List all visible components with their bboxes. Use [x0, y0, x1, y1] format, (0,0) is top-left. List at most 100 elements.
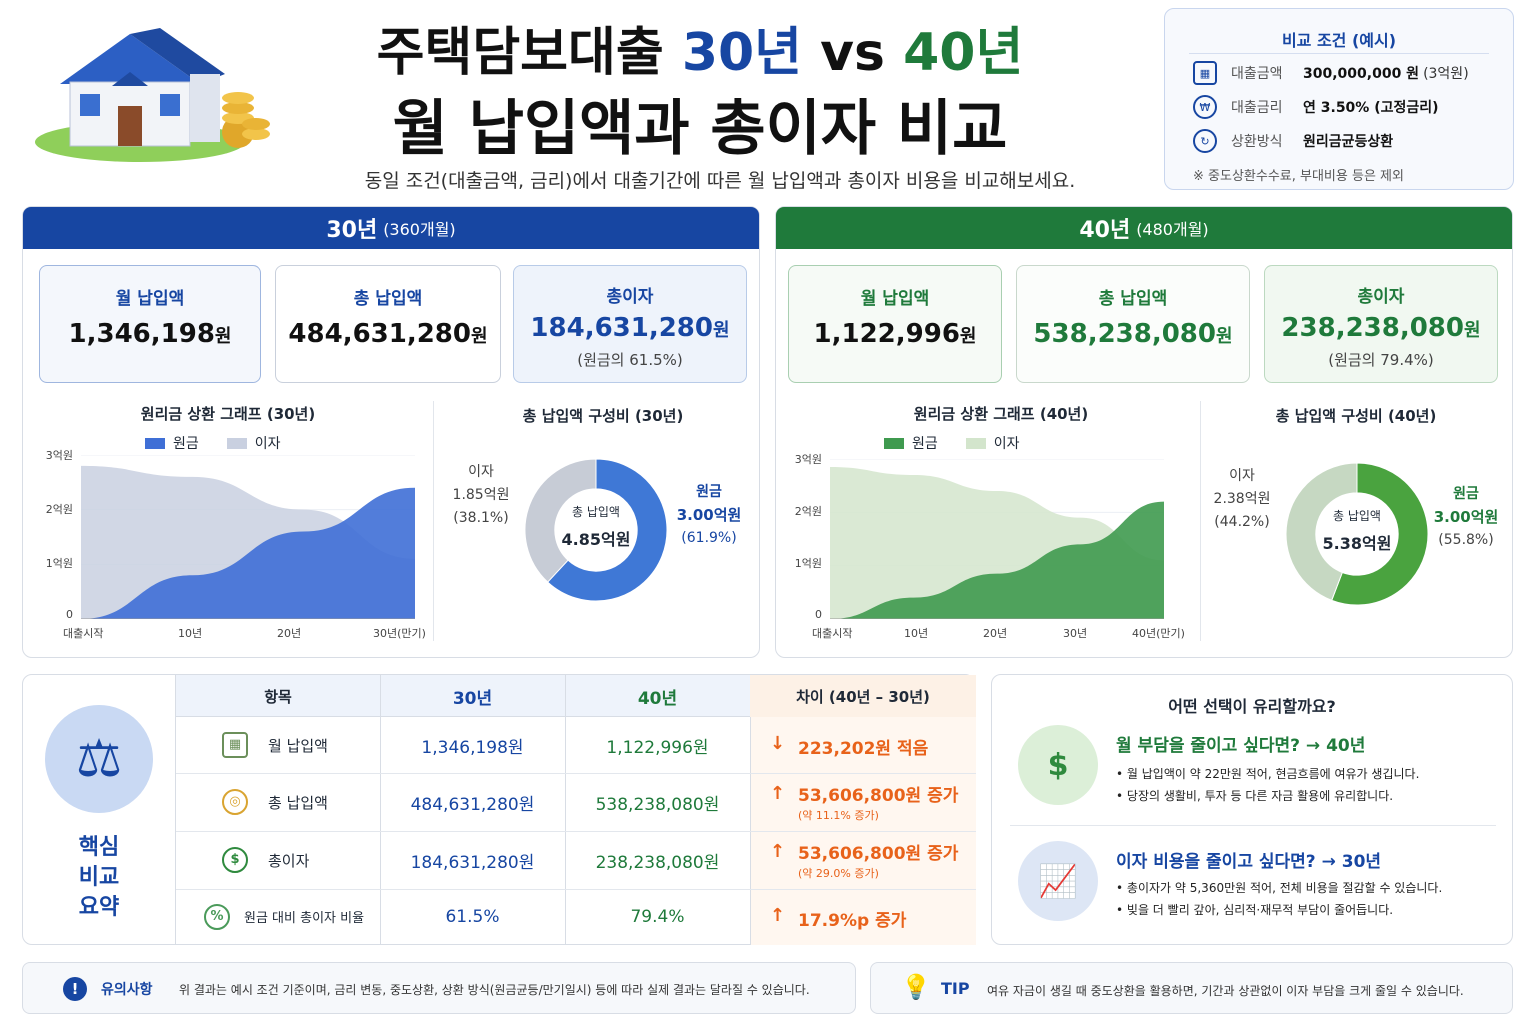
- y-tick: 1억원: [45, 557, 73, 570]
- arrow-up-icon: ↑: [770, 841, 786, 862]
- x-tick: 30년(만기): [373, 627, 426, 640]
- coin-stack-icon: ◎: [222, 789, 248, 815]
- value-40: 79.4%: [630, 907, 685, 927]
- legend-label-interest: 이자: [254, 436, 281, 452]
- principal-area: [81, 487, 415, 619]
- diff-note: (약 29.0% 증가): [798, 867, 879, 880]
- value-30: 61.5%: [445, 907, 500, 927]
- y-tick: 2억원: [45, 503, 73, 516]
- table-row: ◎ 총 납입액 484,631,280원 538,238,080원 ↑ 53,606,80…: [176, 773, 976, 831]
- warning-icon: !: [63, 977, 87, 1001]
- condition-row: ▦ 대출금액 300,000,000 원 (3억원): [1193, 61, 1469, 85]
- arrow-down-icon: ↓: [770, 733, 786, 754]
- donut-slice-principal: [547, 458, 668, 602]
- donut-slice-principal: [1331, 462, 1429, 606]
- summary-table: 항목 30년 40년 차이 (40년 – 30년) ▦ 월 납입액 1,346,19…: [175, 675, 976, 945]
- donut-chart-40: [1285, 462, 1429, 606]
- tip-text: 여유 자금이 생길 때 중도상환을 활용하면, 기간과 상관없이 이자 부담을 …: [987, 984, 1464, 998]
- total-interest-card-40: 총이자 238,238,080원 (원금의 79.4%): [1264, 265, 1498, 383]
- total-payment-card-30: 총 납입액 484,631,280원: [275, 265, 501, 383]
- value-30: 484,631,280원: [410, 794, 535, 815]
- advice-option-40-title: 월 부담을 줄이고 싶다면? → 40년: [1116, 736, 1366, 756]
- calendar-icon: ▦: [222, 732, 248, 758]
- advice-option-40-bullets: • 월 납입액이 약 22만원 적어, 현금흐름에 여유가 생깁니다. • 당장…: [1116, 767, 1420, 803]
- table-row: ▦ 월 납입액 1,346,198원 1,122,996원 ↓ 223,202원 적음: [176, 717, 976, 773]
- area-chart-title-30: 원리금 상환 그래프 (30년): [140, 405, 316, 423]
- donut-chart-30: [524, 458, 668, 602]
- warning-box: ! 유의사항 위 결과는 예시 조건 기준이며, 금리 변동, 중도상환, 상환…: [22, 962, 856, 1014]
- scale-icon: ⚖: [45, 705, 153, 813]
- advice-title: 어떤 선택이 유리할까요?: [1168, 697, 1336, 716]
- conditions-box: 비교 조건 (예시) ▦ 대출금액 300,000,000 원 (3억원) ₩ …: [1164, 8, 1514, 190]
- total-payment-card-40: 총 납입액 538,238,080원: [1016, 265, 1250, 383]
- warning-text: 위 결과는 예시 조건 기준이며, 금리 변동, 중도상환, 상환 방식(원금균…: [179, 983, 810, 997]
- summary-table-panel: ⚖ 핵심 비교 요약 항목 30년 40년 차이 (40년 – 30년) ▦ 월 납입…: [22, 674, 976, 945]
- title-30-label: 30년: [681, 23, 803, 83]
- x-tick: 10년: [178, 627, 203, 640]
- condition-row: ↻ 상환방식 원리금균등상환: [1193, 129, 1393, 153]
- area-chart-30: [81, 455, 415, 619]
- condition-row: ₩ 대출금리 연 3.50% (고정금리): [1193, 95, 1439, 119]
- legend-40: 원금 이자: [884, 433, 1020, 453]
- y-tick: 3억원: [45, 449, 73, 462]
- value-30: 1,346,198원: [421, 737, 524, 758]
- legend-swatch-principal: [145, 437, 165, 449]
- legend-30: 원금 이자: [145, 433, 281, 453]
- donut-chart-title-40: 총 납입액 구성비 (40년): [1275, 407, 1437, 425]
- arrow-up-icon: ↑: [770, 783, 786, 804]
- donut-principal-label-30: 원금 3.00억원 (61.9%): [676, 484, 742, 546]
- donut-slice-interest: [524, 458, 597, 583]
- table-header: 차이 (40년 – 30년): [796, 687, 930, 706]
- x-tick: 20년: [277, 627, 302, 640]
- donut-interest-label-40: 이자 2.38억원 (44.2%): [1213, 468, 1271, 530]
- page-title-line2: 월 납입액과 총이자 비교: [392, 94, 1008, 164]
- value-40: 538,238,080원: [595, 794, 720, 815]
- panel-30-years: 30년 (360개월) 월 납입액 1,346,198원 총 납입액 484,63…: [22, 206, 760, 658]
- row-label: 총 납입액: [268, 794, 328, 812]
- lightbulb-icon: 💡: [901, 973, 931, 1001]
- diff-value: 17.9%p 증가: [798, 911, 907, 931]
- table-header: 40년: [637, 688, 678, 709]
- table-row: % 원금 대비 총이자 비율 61.5% 79.4% ↑ 17.9%p 증가: [176, 889, 976, 945]
- refresh-won-icon: ↻: [1193, 129, 1217, 153]
- conditions-note: ※ 중도상환수수료, 부대비용 등은 제외: [1193, 169, 1404, 184]
- advice-option-30-title: 이자 비용을 줄이고 싶다면? → 30년: [1116, 852, 1382, 872]
- y-tick: 2억원: [794, 505, 822, 518]
- donut-principal-label-40: 원금 3.00억원 (55.8%): [1433, 486, 1499, 548]
- legend-label-interest: 이자: [993, 436, 1020, 452]
- panel-40-header: 40년 (480개월): [776, 207, 1512, 249]
- house-illustration: [35, 28, 270, 162]
- donut-interest-label-30: 이자 1.85억원 (38.1%): [452, 464, 510, 526]
- row-label: 원금 대비 총이자 비율: [244, 911, 365, 926]
- warning-label: 유의사항: [101, 982, 153, 998]
- legend-label-principal: 원금: [173, 436, 199, 452]
- monthly-payment-card-30: 월 납입액 1,346,198원: [39, 265, 261, 383]
- page-title: 주택담보대출 30년 vs 40년: [376, 23, 1024, 83]
- page-subtitle: 동일 조건(대출금액, 금리)에서 대출기간에 따른 월 납입액과 총이자 비용…: [364, 170, 1076, 192]
- row-label: 월 납입액: [268, 737, 328, 755]
- donut-slice-interest: [1285, 462, 1358, 601]
- advice-option-30-bullets: • 총이자가 약 5,360만원 적어, 전체 비용을 절감할 수 있습니다. …: [1116, 881, 1443, 917]
- calendar-icon: ▦: [1193, 61, 1217, 85]
- value-30: 184,631,280원: [410, 852, 535, 873]
- panel-40-years: 40년 (480개월) 월 납입액 1,122,996원 총 납입액 538,23…: [775, 206, 1513, 658]
- x-tick: 40년(만기): [1132, 627, 1185, 640]
- y-tick: 1억원: [794, 557, 822, 570]
- won-coin-icon: ₩: [1193, 95, 1217, 119]
- tip-label: TIP: [941, 979, 970, 998]
- tip-box: 💡 TIP 여유 자금이 생길 때 중도상환을 활용하면, 기간과 상관없이 이…: [870, 962, 1513, 1014]
- legend-label-principal: 원금: [912, 436, 938, 452]
- monthly-payment-card-40: 월 납입액 1,122,996원: [788, 265, 1002, 383]
- donut-center-40: 총 납입액 5.38억원: [1322, 509, 1392, 553]
- diff-value: 223,202원 적음: [798, 739, 929, 759]
- percent-icon: %: [204, 904, 230, 930]
- donut-center-30: 총 납입액 4.85억원: [561, 505, 631, 549]
- row-label: 총이자: [268, 852, 310, 870]
- advice-panel: 어떤 선택이 유리할까요? $ 월 부담을 줄이고 싶다면? → 40년 • 월…: [991, 674, 1513, 945]
- y-tick: 0: [66, 608, 73, 621]
- diff-note: (약 11.1% 증가): [798, 809, 879, 822]
- y-tick: 3억원: [794, 453, 822, 466]
- value-40: 1,122,996원: [606, 737, 709, 758]
- panel-30-header: 30년 (360개월): [23, 207, 759, 249]
- x-tick: 10년: [904, 627, 929, 640]
